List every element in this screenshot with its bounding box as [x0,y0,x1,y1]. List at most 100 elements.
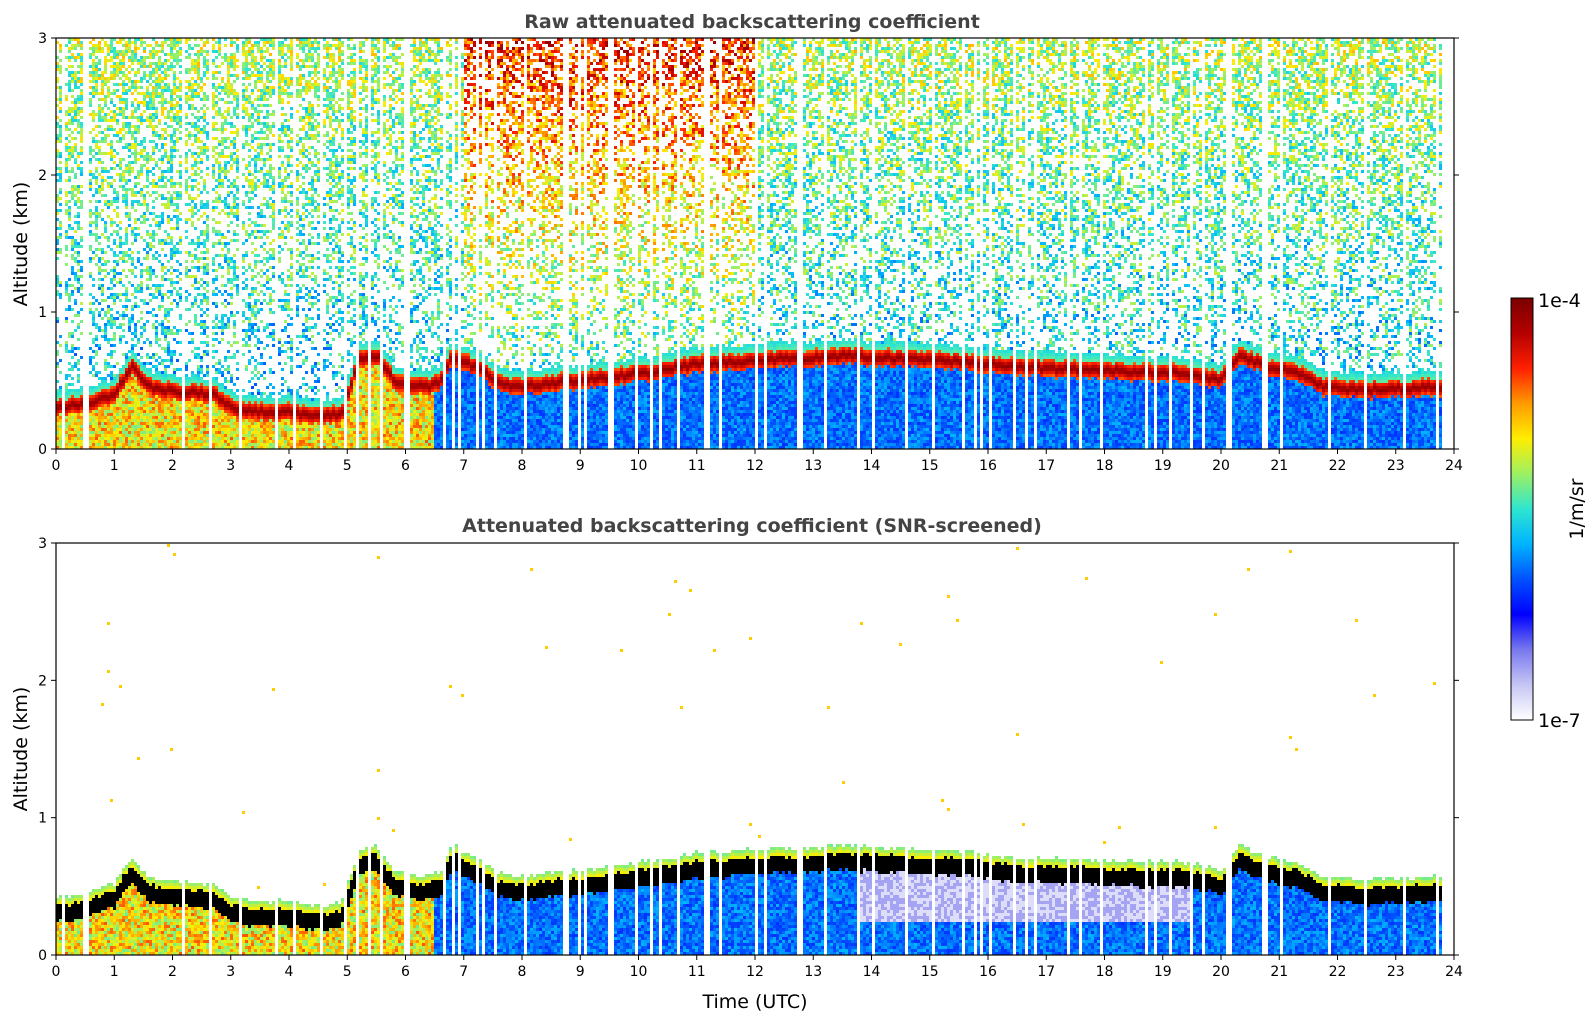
heat-cell [98,185,101,188]
heat-cell [80,404,83,407]
heat-cell [77,56,80,59]
heat-cell [59,419,62,422]
heat-cell [98,443,101,446]
heat-cell [95,440,98,443]
top-panel-title: Raw attenuated backscattering coefficien… [524,11,980,33]
heat-cell [95,47,98,50]
heat-cell [59,344,62,347]
heat-cell [68,110,71,113]
heat-cell [74,425,77,428]
heat-cell [80,443,83,446]
heat-cell [101,188,104,191]
heat-cell [59,119,62,122]
heat-cell [77,392,80,395]
heat-cell [77,221,80,224]
heat-cell [98,371,101,374]
heat-cell [80,398,83,401]
heat-cell [65,350,68,353]
heat-cell [95,344,98,347]
heat-cell [77,437,80,440]
heat-cell [89,347,92,350]
heat-cell [77,119,80,122]
heat-cell [101,437,104,440]
heat-cell [77,185,80,188]
heat-cell [89,170,92,173]
heat-cell [59,125,62,128]
heat-cell [68,170,71,173]
heat-cell [71,383,74,386]
heat-cell [80,146,83,149]
heat-cell [71,170,74,173]
heat-cell [95,134,98,137]
heat-cell [68,152,71,155]
heat-cell [80,287,83,290]
heat-cell [65,56,68,59]
heat-cell [89,86,92,89]
heat-cell [74,257,77,260]
heat-cell [68,50,71,53]
heat-cell [101,161,104,164]
heat-cell [77,164,80,167]
heat-cell [98,107,101,110]
heat-cell [59,371,62,374]
heat-cell [98,413,101,416]
heat-cell [92,86,95,89]
heat-cell [92,401,95,404]
heat-cell [65,428,68,431]
heat-cell [101,410,104,413]
heat-cell [89,188,92,191]
heat-cell [74,389,77,392]
heat-cell [59,173,62,176]
heat-cell [80,125,83,128]
heat-cell [71,131,74,134]
heat-cell [89,56,92,59]
heat-cell [98,302,101,305]
heat-cell [59,233,62,236]
heat-cell [71,428,74,431]
heat-cell [101,179,104,182]
heat-cell [71,119,74,122]
heat-cell [92,176,95,179]
heat-cell [68,278,71,281]
heat-cell [80,236,83,239]
heat-cell [71,47,74,50]
heat-cell [65,164,68,167]
heat-cell [77,206,80,209]
heat-cell [59,335,62,338]
heat-cell [95,299,98,302]
heat-cell [80,431,83,434]
heat-cell [77,212,80,215]
heat-cell [59,110,62,113]
heat-cell [77,215,80,218]
heat-cell [92,53,95,56]
heat-cell [95,398,98,401]
heat-cell [98,158,101,161]
heat-cell [77,425,80,428]
heat-cell [95,233,98,236]
heat-cell [77,410,80,413]
heat-cell [80,95,83,98]
heat-cell [59,410,62,413]
heat-cell [101,131,104,134]
heat-cell [92,149,95,152]
heat-cell [71,188,74,191]
heat-cell [98,92,101,95]
heat-cell [74,245,77,248]
heat-cell [92,317,95,320]
heat-cell [92,62,95,65]
heat-cell [95,140,98,143]
heat-cell [98,377,101,380]
heat-cell [59,95,62,98]
heat-cell [65,440,68,443]
heat-cell [98,44,101,47]
heat-cell [71,407,74,410]
heat-cell [77,281,80,284]
heat-cell [59,167,62,170]
heat-cell [71,422,74,425]
heat-cell [59,236,62,239]
heat-cell [80,308,83,311]
heat-cell [74,98,77,101]
heat-cell [98,407,101,410]
heat-cell [101,299,104,302]
heat-cell [68,224,71,227]
